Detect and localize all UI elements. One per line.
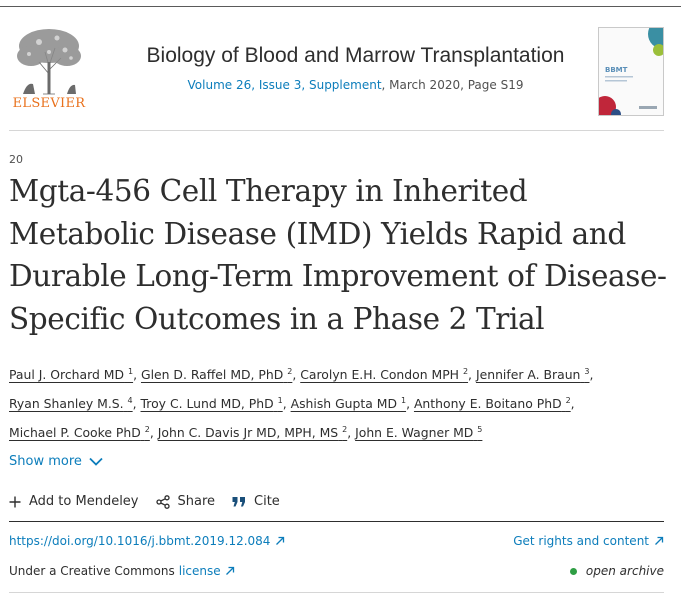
open-archive-badge: open archive — [569, 564, 664, 578]
author-link[interactable]: Glen D. Raffel MD, PhD 2 — [140, 367, 293, 383]
issue-date-page: , March 2020, Page S19 — [381, 78, 524, 92]
article-actions: Add to Mendeley Share Cite — [9, 494, 297, 509]
chevron-down-icon — [89, 457, 103, 466]
external-link-icon — [225, 566, 234, 575]
open-archive-label: open archive — [585, 564, 664, 578]
show-more-label: Show more — [9, 454, 82, 469]
author-link[interactable]: Paul J. Orchard MD 1 — [9, 367, 134, 383]
cover-art-icon — [599, 28, 663, 115]
rights-text: Get rights and content — [513, 534, 649, 548]
share-icon — [155, 494, 170, 509]
elsevier-tree-icon — [17, 29, 81, 95]
elsevier-wordmark: ELSEVIER — [12, 96, 86, 111]
quote-icon — [232, 496, 246, 506]
author-link[interactable]: John C. Davis Jr MD, MPH, MS 2 — [157, 425, 348, 441]
article-title: Mgta-456 Cell Therapy in Inherited Metab… — [9, 174, 667, 336]
elsevier-logo[interactable]: ELSEVIER — [9, 24, 89, 116]
license-info: Under a Creative Commons license — [9, 564, 235, 578]
show-more-button[interactable]: Show more — [9, 454, 103, 469]
author-link[interactable]: Troy C. Lund MD, PhD 1 — [140, 396, 283, 412]
author-link[interactable]: Jennifer A. Braun 3 — [475, 367, 590, 383]
author-link[interactable]: Carolyn E.H. Condon MPH 2 — [300, 367, 469, 383]
cite-button[interactable]: Cite — [232, 494, 280, 509]
author-list: Paul J. Orchard MD 1, Glen D. Raffel MD,… — [9, 367, 594, 441]
issue-link[interactable]: Volume 26, Issue 3, Supplement — [187, 78, 382, 92]
top-rule — [0, 6, 681, 7]
journal-title-text[interactable]: Biology of Blood and Marrow Transplantat… — [146, 44, 565, 67]
article-number: 20 — [9, 153, 23, 166]
status-dot-icon — [569, 567, 577, 575]
actions-divider — [9, 521, 664, 522]
author-link[interactable]: Anthony E. Boitano PhD 2 — [413, 396, 571, 412]
journal-title[interactable]: Biology of Blood and Marrow Transplantat… — [0, 44, 681, 68]
get-rights-link[interactable]: Get rights and content — [513, 534, 664, 548]
share-button[interactable]: Share — [155, 494, 216, 509]
author-link[interactable]: Michael P. Cooke PhD 2 — [9, 425, 150, 441]
author-link[interactable]: Ashish Gupta MD 1 — [290, 396, 407, 412]
mendeley-label: Add to Mendeley — [29, 494, 139, 509]
author-link[interactable]: Ryan Shanley M.S. 4 — [9, 396, 133, 412]
cover-brand: BBMT — [605, 66, 628, 74]
bottom-divider — [9, 592, 664, 593]
journal-cover-thumbnail[interactable]: BBMT — [598, 27, 664, 116]
cite-label: Cite — [254, 494, 280, 509]
external-link-icon — [655, 536, 664, 545]
journal-header: ELSEVIER Biology of Blood and Marrow Tra… — [0, 6, 681, 131]
license-link[interactable]: license — [178, 564, 221, 578]
share-label: Share — [177, 494, 216, 509]
external-link-icon — [276, 536, 285, 545]
doi-link[interactable]: https://doi.org/10.1016/j.bbmt.2019.12.0… — [9, 534, 285, 548]
author-link[interactable]: John E. Wagner MD 5 — [355, 425, 483, 441]
journal-issue-info: Volume 26, Issue 3, Supplement, March 20… — [0, 78, 681, 92]
plus-icon — [9, 496, 21, 507]
header-divider — [9, 130, 664, 131]
license-prefix: Under a Creative Commons — [9, 564, 175, 578]
doi-text: https://doi.org/10.1016/j.bbmt.2019.12.0… — [9, 534, 271, 548]
add-to-mendeley-button[interactable]: Add to Mendeley — [9, 494, 139, 509]
